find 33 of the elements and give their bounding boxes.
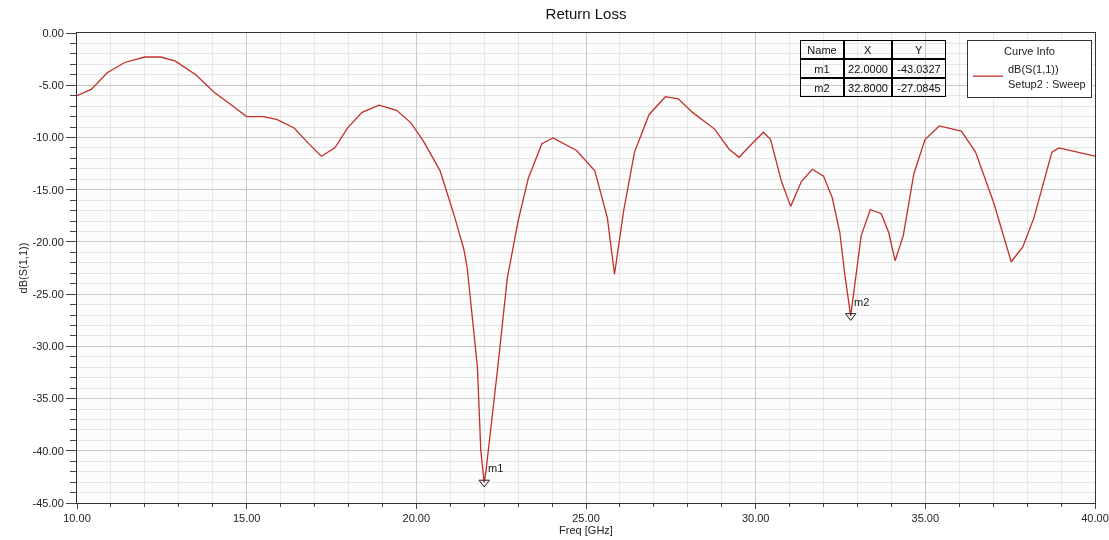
y-axis-title: dB(S(1,1)) — [17, 242, 30, 294]
y-tick-label: -20.00 — [32, 235, 64, 248]
annotation: m1 — [488, 462, 504, 474]
x-tick-label: 25.00 — [572, 512, 600, 525]
y-tick-label: -10.00 — [32, 131, 64, 144]
annotation: Name — [807, 43, 837, 56]
annotation: -27.0845 — [897, 81, 941, 94]
y-tick-label: -25.00 — [32, 287, 64, 300]
y-tick-label: -40.00 — [32, 444, 64, 457]
annotation: Y — [915, 43, 923, 56]
x-tick-label: 35.00 — [911, 512, 940, 525]
x-tick-label: 20.00 — [402, 512, 431, 525]
annotation: m2 — [814, 81, 830, 94]
x-tick-label: 15.00 — [232, 512, 261, 525]
y-tick-label: -5.00 — [38, 79, 64, 92]
y-tick-label: 0.00 — [42, 26, 64, 39]
y-tick-label: -35.00 — [32, 392, 64, 405]
x-tick-label: 30.00 — [741, 512, 770, 525]
x-tick-label: 10.00 — [63, 512, 91, 525]
legend-label: dB(S(1,1)) Setup2 : Sweep — [1007, 63, 1086, 90]
y-tick-label: -15.00 — [32, 183, 64, 196]
legend-title: Curve Info — [1004, 45, 1055, 58]
annotation: m1 — [814, 62, 830, 75]
annotation: X — [864, 43, 872, 56]
x-tick-label: 40.00 — [1081, 512, 1109, 525]
annotation: m2 — [854, 296, 870, 308]
annotation: 22.0000 — [848, 62, 888, 75]
chart-title: Return Loss — [545, 4, 627, 22]
annotation: -43.0327 — [897, 62, 941, 75]
y-tick-label: -30.00 — [32, 340, 64, 353]
y-tick-label: -45.00 — [32, 496, 64, 509]
annotation: 32.8000 — [848, 81, 888, 94]
x-axis-title: Freq [GHz] — [559, 524, 613, 537]
